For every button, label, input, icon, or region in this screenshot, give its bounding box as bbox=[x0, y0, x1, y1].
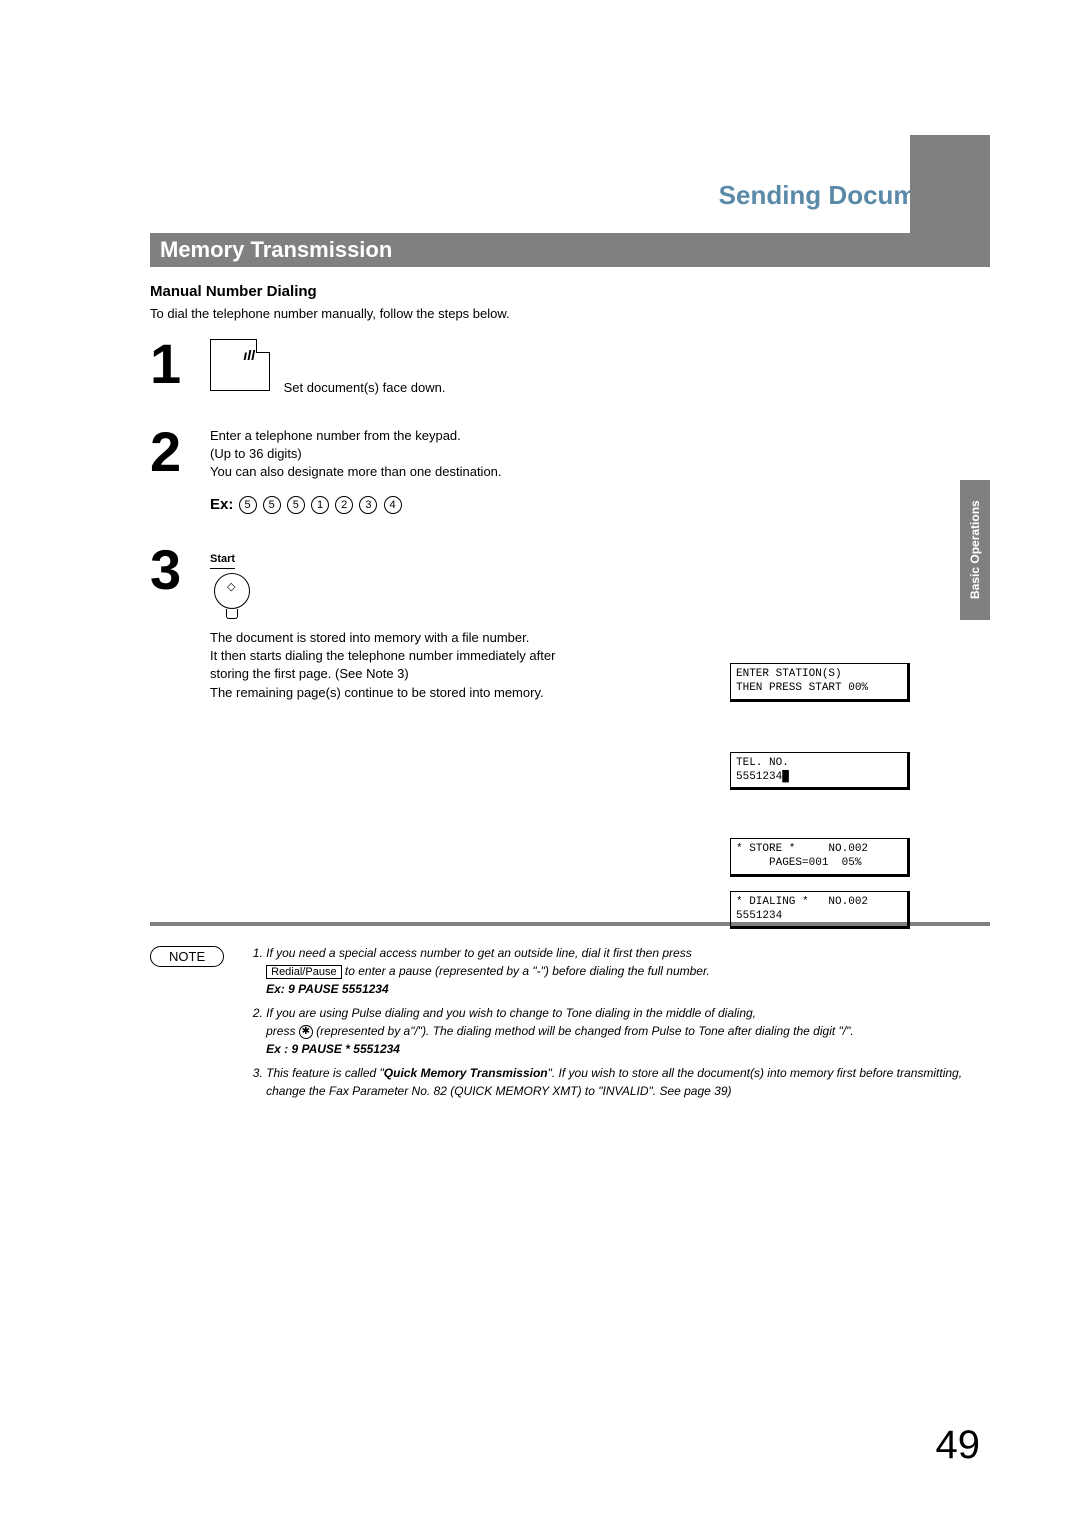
chapter-tab bbox=[910, 135, 990, 235]
star-key-icon: ✱ bbox=[299, 1025, 313, 1039]
lcd-display-2: TEL. NO. 5551234█ bbox=[730, 752, 910, 791]
note-1a: If you need a special access number to g… bbox=[266, 946, 692, 960]
keypad-digit: 5 bbox=[239, 496, 257, 514]
note-3-bold: Quick Memory Transmission bbox=[384, 1066, 548, 1080]
notes-section: NOTE If you need a special access number… bbox=[150, 944, 990, 1107]
redial-pause-key: Redial/Pause bbox=[266, 965, 341, 979]
keypad-digit: 5 bbox=[263, 496, 281, 514]
step-3-line1: The document is stored into memory with … bbox=[210, 629, 570, 647]
ex-label: Ex: bbox=[210, 496, 233, 513]
step-2: 2 Enter a telephone number from the keyp… bbox=[150, 427, 990, 515]
keypad-digit: 2 bbox=[335, 496, 353, 514]
notes-list: If you need a special access number to g… bbox=[250, 944, 990, 1107]
step-1: 1 ıll Set document(s) face down. bbox=[150, 339, 990, 397]
step-number: 2 bbox=[150, 427, 210, 477]
example-line: Ex: 5 5 5 1 2 3 4 bbox=[210, 494, 570, 515]
step-number: 1 bbox=[150, 339, 210, 389]
step-body: ıll Set document(s) face down. bbox=[210, 339, 570, 397]
step-number: 3 bbox=[150, 545, 210, 595]
lcd-display-4: * DIALING * NO.002 5551234 bbox=[730, 891, 910, 930]
step-2-line1: Enter a telephone number from the keypad… bbox=[210, 427, 570, 445]
note-2c: (represented by a"/"). The dialing metho… bbox=[316, 1024, 854, 1038]
note-2: If you are using Pulse dialing and you w… bbox=[266, 1004, 990, 1058]
page-title: Sending Documents bbox=[150, 180, 990, 211]
steps-container: ENTER STATION(S) THEN PRESS START 00% TE… bbox=[150, 339, 990, 702]
note-1b: to enter a pause (represented by a "-") … bbox=[345, 964, 710, 978]
page-number: 49 bbox=[936, 1423, 981, 1468]
document-icon: ıll bbox=[210, 339, 270, 391]
step-body: Start The document is stored into memory… bbox=[210, 545, 570, 702]
note-2-example: Ex : 9 PAUSE * 5551234 bbox=[266, 1042, 400, 1056]
note-2a: If you are using Pulse dialing and you w… bbox=[266, 1006, 756, 1020]
document-mark-icon: ıll bbox=[243, 346, 255, 366]
start-button-icon: Start bbox=[210, 549, 250, 619]
start-stem-icon bbox=[226, 609, 238, 619]
step-3-line3: The remaining page(s) continue to be sto… bbox=[210, 684, 570, 702]
note-2b: press bbox=[266, 1024, 299, 1038]
start-circle-icon bbox=[214, 573, 250, 609]
keypad-digit: 5 bbox=[287, 496, 305, 514]
start-label: Start bbox=[210, 552, 235, 569]
step-2-line2: (Up to 36 digits) bbox=[210, 445, 570, 463]
lcd-column: ENTER STATION(S) THEN PRESS START 00% TE… bbox=[730, 663, 910, 965]
step-1-caption: Set document(s) face down. bbox=[284, 380, 446, 395]
lcd-display-1: ENTER STATION(S) THEN PRESS START 00% bbox=[730, 663, 910, 702]
lcd-display-3: * STORE * NO.002 PAGES=001 05% bbox=[730, 838, 910, 877]
section-heading: Memory Transmission bbox=[150, 233, 990, 267]
step-2-line3: You can also designate more than one des… bbox=[210, 463, 570, 481]
step-3-line2: It then starts dialing the telephone num… bbox=[210, 647, 570, 683]
note-3a: This feature is called " bbox=[266, 1066, 384, 1080]
keypad-digit: 4 bbox=[384, 496, 402, 514]
keypad-digit: 1 bbox=[311, 496, 329, 514]
keypad-digit: 3 bbox=[359, 496, 377, 514]
manual-page: Basic Operations Sending Documents Memor… bbox=[0, 0, 1080, 1528]
step-body: Enter a telephone number from the keypad… bbox=[210, 427, 570, 515]
intro-text: To dial the telephone number manually, f… bbox=[150, 306, 990, 321]
note-1-example: Ex: 9 PAUSE 5551234 bbox=[266, 982, 389, 996]
note-3: This feature is called "Quick Memory Tra… bbox=[266, 1064, 990, 1100]
sub-heading: Manual Number Dialing bbox=[150, 283, 990, 300]
note-badge: NOTE bbox=[150, 946, 224, 967]
